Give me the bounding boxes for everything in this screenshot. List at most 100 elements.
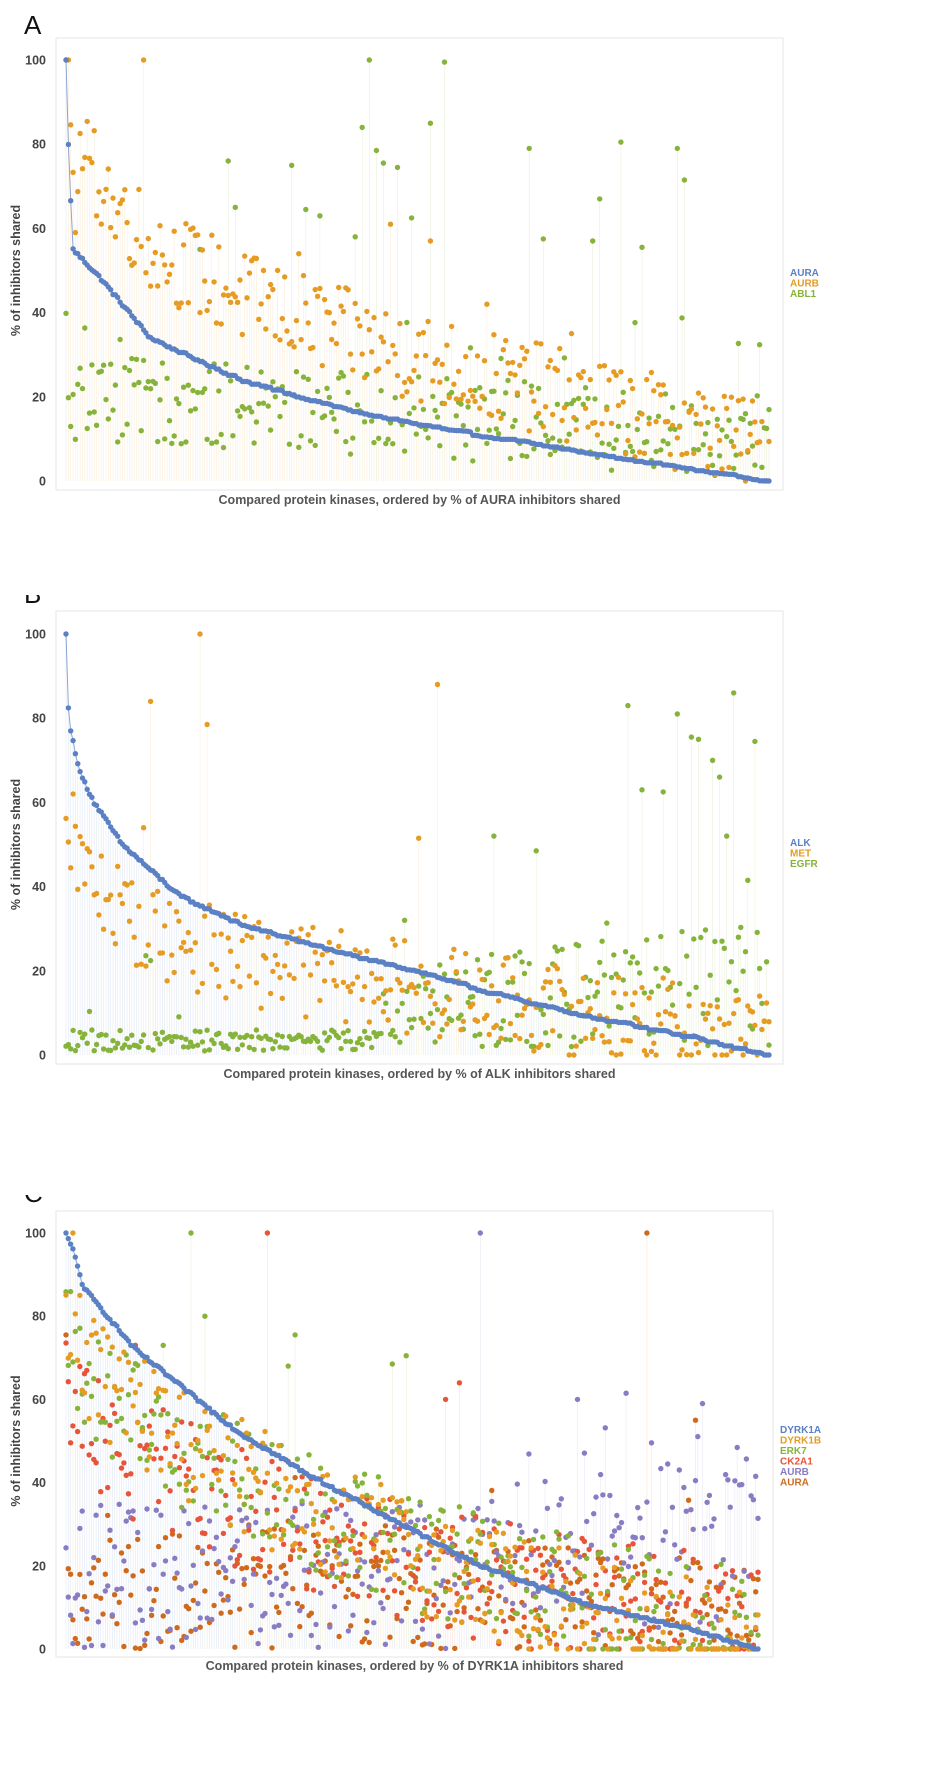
data-point	[310, 344, 316, 351]
data-point	[416, 331, 422, 337]
data-point	[234, 408, 241, 414]
data-point	[110, 407, 116, 413]
data-point	[124, 1036, 130, 1042]
data-point	[422, 1524, 428, 1531]
data-point	[216, 1558, 222, 1565]
data-point	[129, 880, 135, 886]
data-point	[314, 1038, 321, 1044]
data-point	[361, 983, 368, 990]
panel-c-chart: C020406080100% of inhibitors sharedCompa…	[9, 1195, 821, 1673]
data-point	[159, 360, 166, 366]
data-point	[322, 1491, 328, 1497]
data-point	[437, 962, 443, 968]
data-point	[232, 911, 238, 917]
data-point	[503, 390, 509, 396]
data-point	[310, 1532, 317, 1538]
data-point	[227, 1422, 233, 1428]
data-point	[183, 948, 189, 954]
data-point	[65, 141, 72, 148]
data-point	[655, 413, 662, 419]
data-point	[147, 698, 154, 705]
data-point	[86, 1452, 92, 1458]
data-point	[385, 1017, 391, 1023]
data-point	[345, 1628, 352, 1634]
data-point	[641, 1572, 648, 1578]
data-point	[648, 1636, 655, 1643]
data-point	[326, 939, 332, 945]
data-point	[126, 255, 133, 262]
data-point	[299, 1498, 305, 1504]
data-point	[150, 892, 156, 898]
data-point	[648, 1440, 655, 1446]
data-point	[206, 1405, 213, 1411]
data-point	[112, 1045, 119, 1051]
data-point	[257, 1563, 264, 1570]
data-point	[709, 406, 716, 412]
data-point	[627, 443, 633, 449]
data-point	[86, 410, 93, 416]
data-point	[107, 1537, 113, 1543]
plot-area	[55, 37, 784, 491]
data-point	[403, 1605, 409, 1612]
data-point	[697, 1609, 703, 1616]
data-point	[394, 372, 401, 379]
data-point	[454, 1590, 460, 1597]
data-point	[284, 328, 290, 334]
data-point	[572, 1552, 578, 1558]
data-point	[620, 1037, 626, 1043]
data-point	[298, 926, 304, 932]
data-point	[606, 377, 612, 383]
data-point	[658, 1021, 664, 1027]
data-point	[571, 397, 577, 403]
data-point	[408, 1563, 414, 1569]
data-point	[521, 379, 528, 385]
data-point	[565, 1545, 571, 1551]
data-point	[105, 1373, 111, 1379]
data-point	[136, 379, 142, 386]
data-point	[116, 1356, 122, 1362]
data-point	[719, 938, 725, 944]
data-point	[755, 1632, 761, 1638]
data-point	[597, 959, 603, 966]
data-point	[430, 988, 436, 994]
data-point	[672, 1542, 678, 1548]
data-point	[63, 815, 69, 822]
data-point	[398, 1590, 405, 1596]
data-point	[251, 440, 257, 446]
data-point	[622, 451, 629, 457]
data-point	[491, 332, 497, 338]
data-point	[463, 353, 469, 360]
data-point	[551, 1632, 557, 1638]
data-point	[237, 1034, 243, 1040]
data-point	[697, 1565, 703, 1571]
data-point	[249, 409, 255, 415]
data-point	[197, 1029, 203, 1035]
data-point	[70, 1246, 76, 1252]
data-point	[256, 400, 262, 407]
data-point	[178, 945, 184, 951]
data-point	[232, 1563, 238, 1569]
data-point	[183, 1634, 189, 1641]
data-point	[279, 1033, 285, 1040]
data-point	[743, 1624, 750, 1630]
data-point	[691, 936, 697, 942]
data-point	[401, 938, 408, 944]
data-point	[533, 848, 539, 854]
data-point	[455, 368, 462, 374]
data-point	[321, 1030, 328, 1036]
data-point	[535, 385, 542, 392]
data-point	[584, 1620, 590, 1626]
data-point	[688, 734, 695, 740]
data-point	[246, 405, 253, 411]
data-point	[270, 968, 276, 975]
data-point	[169, 1527, 176, 1534]
data-point	[558, 1496, 564, 1502]
data-point	[114, 1388, 120, 1394]
data-point	[623, 1636, 629, 1642]
data-point	[164, 375, 170, 381]
data-point	[591, 1511, 597, 1517]
data-point	[329, 409, 335, 415]
data-point	[679, 315, 685, 321]
data-point	[574, 1646, 581, 1652]
data-point	[601, 972, 608, 978]
